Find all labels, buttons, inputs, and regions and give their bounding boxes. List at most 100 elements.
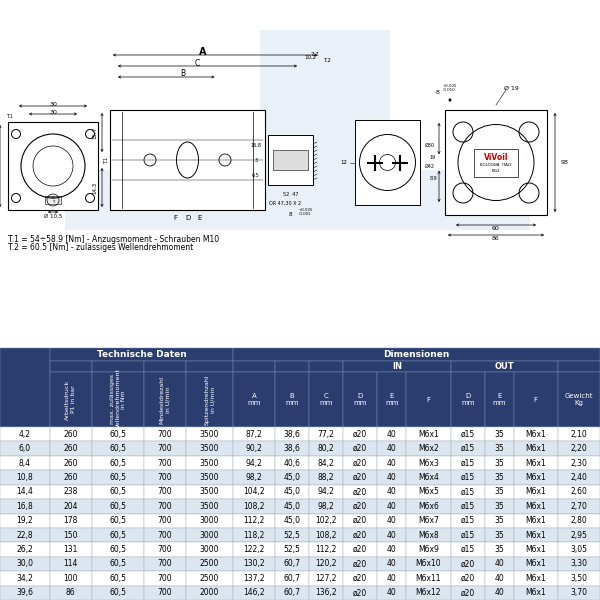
Text: M6x11: M6x11: [416, 574, 441, 583]
Text: M6x1: M6x1: [526, 458, 546, 467]
Text: 86: 86: [492, 236, 500, 241]
Bar: [514, 557, 558, 571]
Text: 30: 30: [49, 109, 57, 115]
Text: 38,6: 38,6: [284, 430, 301, 439]
Text: M6x4: M6x4: [418, 473, 439, 482]
Bar: [451, 542, 485, 557]
Text: C: C: [195, 58, 200, 67]
Bar: [186, 514, 233, 528]
Text: B
Y: B Y: [52, 196, 55, 204]
Text: 35: 35: [494, 430, 504, 439]
Text: 45,0: 45,0: [284, 487, 301, 496]
Bar: [186, 557, 233, 571]
Bar: [233, 348, 600, 361]
Bar: [309, 542, 343, 557]
Bar: [514, 485, 558, 499]
Bar: [558, 361, 600, 372]
Bar: [92, 586, 144, 600]
Text: 60: 60: [492, 226, 500, 232]
Text: M6x1: M6x1: [526, 588, 546, 597]
Text: T.1: T.1: [7, 115, 14, 119]
Bar: [514, 571, 558, 586]
Bar: [474, 148, 518, 176]
Bar: [0, 514, 50, 528]
Text: 3500: 3500: [200, 473, 220, 482]
Text: 146,2: 146,2: [244, 588, 265, 597]
Text: 45,0: 45,0: [284, 516, 301, 525]
Bar: [451, 361, 558, 372]
Text: M6x3: M6x3: [418, 458, 439, 467]
Bar: [343, 442, 377, 456]
Bar: [377, 442, 406, 456]
Text: 8,4: 8,4: [19, 458, 31, 467]
Text: 45,0: 45,0: [284, 502, 301, 511]
Text: 60,7: 60,7: [284, 588, 301, 597]
Text: 14,3: 14,3: [92, 182, 97, 194]
Bar: [558, 456, 600, 470]
Text: 102,2: 102,2: [316, 516, 337, 525]
Text: 2,70: 2,70: [571, 502, 587, 511]
Bar: [275, 442, 309, 456]
Bar: [186, 571, 233, 586]
Text: 60,5: 60,5: [109, 502, 127, 511]
Bar: [144, 499, 186, 514]
Bar: [92, 528, 144, 542]
Text: 38,6: 38,6: [284, 444, 301, 453]
Bar: [485, 427, 514, 442]
Bar: [0, 442, 50, 456]
Bar: [0, 557, 50, 571]
Text: 45,0: 45,0: [284, 473, 301, 482]
Bar: [275, 557, 309, 571]
Text: 700: 700: [158, 473, 172, 482]
Bar: [186, 442, 233, 456]
Bar: [343, 571, 377, 586]
Text: 3500: 3500: [200, 444, 220, 453]
Text: 700: 700: [158, 444, 172, 453]
Circle shape: [86, 130, 95, 139]
Bar: [92, 514, 144, 528]
Bar: [275, 514, 309, 528]
Text: 700: 700: [158, 430, 172, 439]
Text: 35: 35: [494, 487, 504, 496]
Text: Mindestdrezahl
in U/min: Mindestdrezahl in U/min: [160, 376, 170, 424]
Bar: [50, 348, 233, 361]
Bar: [514, 470, 558, 485]
Text: 26,2: 26,2: [17, 545, 33, 554]
Text: 3,50: 3,50: [571, 574, 587, 583]
Text: A: A: [199, 47, 206, 57]
Bar: [144, 361, 186, 372]
Bar: [186, 372, 233, 427]
Text: ø20: ø20: [353, 502, 367, 511]
Bar: [144, 456, 186, 470]
Text: 3,70: 3,70: [571, 588, 587, 597]
Text: M6x1: M6x1: [526, 473, 546, 482]
Text: 15,7: 15,7: [92, 127, 97, 139]
Text: ViVoil: ViVoil: [484, 153, 508, 162]
Text: 40: 40: [494, 588, 504, 597]
Text: 52,5: 52,5: [284, 530, 301, 539]
Text: Technische Daten: Technische Daten: [97, 350, 187, 359]
Bar: [50, 528, 92, 542]
Text: ø20: ø20: [353, 444, 367, 453]
Text: C
mm: C mm: [319, 393, 333, 406]
Text: IN: IN: [392, 362, 402, 371]
Bar: [92, 571, 144, 586]
Bar: [275, 470, 309, 485]
Bar: [233, 456, 275, 470]
Bar: [377, 427, 406, 442]
Bar: [92, 557, 144, 571]
Text: ø15: ø15: [461, 430, 475, 439]
Text: 700: 700: [158, 487, 172, 496]
Text: 122,2: 122,2: [244, 545, 265, 554]
Text: 3000: 3000: [200, 530, 220, 539]
Text: 2,95: 2,95: [571, 530, 587, 539]
Text: 60,7: 60,7: [284, 559, 301, 568]
Bar: [406, 514, 451, 528]
Bar: [50, 485, 92, 499]
Bar: [50, 442, 92, 456]
Text: 130,2: 130,2: [244, 559, 265, 568]
Bar: [309, 499, 343, 514]
Text: 6,5: 6,5: [252, 173, 260, 178]
Text: 10,2: 10,2: [304, 55, 317, 59]
Text: Ø 10,5: Ø 10,5: [44, 214, 62, 218]
